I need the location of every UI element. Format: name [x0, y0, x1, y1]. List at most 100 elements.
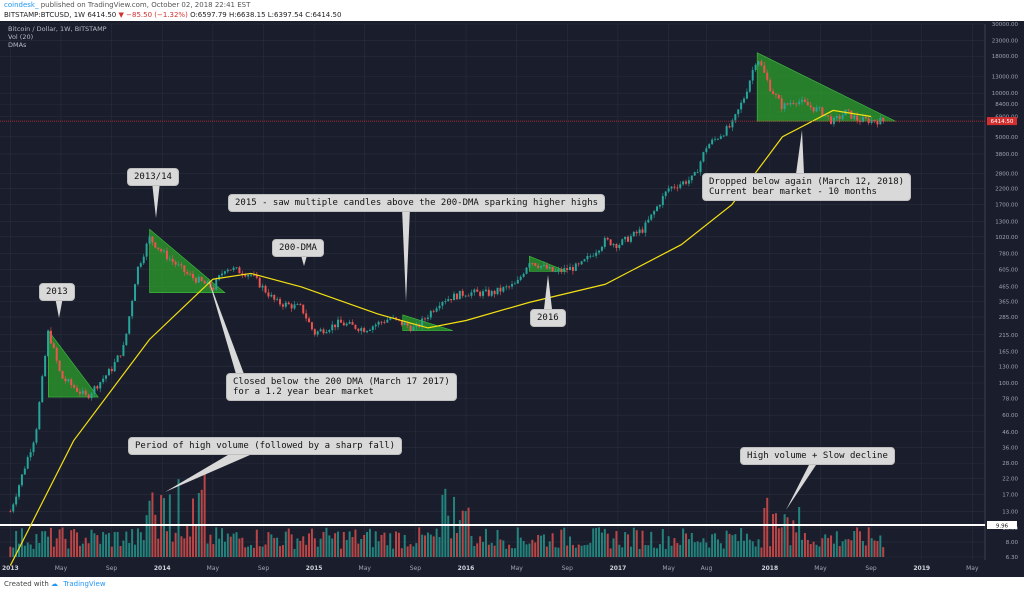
- volume-bar: [192, 498, 195, 557]
- volume-bar: [473, 546, 476, 557]
- candle-body: [9, 511, 12, 513]
- candle-body: [157, 247, 160, 250]
- volume-bar: [113, 531, 116, 557]
- volume-bar: [635, 530, 638, 557]
- volume-bar: [641, 530, 644, 557]
- candle-body: [832, 117, 835, 124]
- candle-body: [148, 236, 151, 244]
- candle-body: [502, 287, 505, 292]
- x-tick-label: Aug: [701, 565, 713, 572]
- candle-body: [305, 313, 308, 319]
- candle-body: [299, 304, 302, 306]
- volume-bar: [418, 527, 421, 557]
- highlight-triangle: [756, 52, 896, 122]
- candle-body: [714, 138, 717, 140]
- volume-threshold-badge: [987, 521, 1017, 529]
- candle-body: [200, 276, 203, 281]
- candle-body: [847, 109, 850, 111]
- volume-bar: [589, 542, 592, 557]
- candle-body: [290, 304, 293, 309]
- volume-bar: [809, 544, 812, 557]
- candle-body: [400, 320, 403, 325]
- candle-body: [360, 328, 363, 331]
- dma-legend: DMAs: [8, 41, 27, 49]
- candle-body: [424, 318, 427, 320]
- candle-body: [798, 101, 801, 104]
- volume-bar: [174, 532, 177, 557]
- volume-bar: [667, 536, 670, 557]
- candle-body: [711, 139, 714, 145]
- volume-bar: [638, 548, 641, 557]
- volume-bar: [464, 511, 467, 557]
- tradingview-brand[interactable]: TradingView: [63, 580, 106, 588]
- candle-body: [644, 222, 647, 233]
- y-tick-label: 6.30: [1006, 555, 1019, 561]
- x-tick-label: May: [359, 565, 372, 572]
- candle-body: [722, 135, 725, 137]
- candle-body: [583, 259, 586, 262]
- y-tick-label: 13.00: [1002, 509, 1018, 515]
- candle-body: [815, 107, 818, 112]
- volume-bar: [748, 539, 751, 557]
- candle-body: [809, 105, 812, 108]
- y-tick-label: 3800.00: [995, 152, 1018, 158]
- candle-body: [186, 272, 189, 274]
- volume-bar: [502, 540, 505, 557]
- volume-bar: [513, 548, 516, 557]
- volume-bar: [18, 543, 21, 557]
- volume-bar: [310, 528, 313, 557]
- volume-bar: [406, 546, 409, 557]
- candle-body: [780, 98, 783, 110]
- candle-body: [673, 186, 676, 188]
- candle-body: [76, 387, 79, 392]
- volume-bar: [49, 527, 52, 557]
- candle-body: [122, 344, 125, 356]
- volume-bar: [128, 543, 131, 557]
- author-link[interactable]: coindesk_: [4, 1, 39, 9]
- volume-bar: [696, 541, 699, 557]
- volume-bar: [519, 537, 522, 557]
- volume-bar: [687, 539, 690, 557]
- candle-body: [603, 238, 606, 247]
- callout-pointer: [165, 449, 250, 492]
- volume-bar: [566, 545, 569, 557]
- callout-pointer: [544, 275, 552, 309]
- candle-body: [734, 114, 737, 121]
- callout-pointer: [208, 278, 244, 374]
- volume-bar: [145, 515, 148, 557]
- candle-body: [792, 103, 795, 104]
- candle-body: [766, 72, 769, 80]
- volume-bar: [183, 538, 186, 557]
- volume-bar: [334, 533, 337, 557]
- candle-body: [81, 390, 84, 394]
- volume-bar: [435, 528, 438, 557]
- volume-bar: [131, 529, 134, 557]
- candle-body: [151, 236, 154, 243]
- volume-bar: [328, 535, 331, 557]
- candle-body: [867, 118, 870, 123]
- price-chart[interactable]: 30000.00 23000.00 18000.00 13000.00 10000.00…: [0, 21, 1024, 577]
- y-tick-label: 1300.00: [995, 220, 1018, 226]
- volume-bar: [786, 517, 789, 557]
- volume-bar: [281, 545, 284, 557]
- volume-bar: [774, 513, 777, 557]
- candle-body: [49, 330, 52, 344]
- candle-body: [131, 300, 134, 317]
- candle-body: [563, 268, 566, 272]
- volume-bar: [200, 489, 203, 557]
- volume-bar: [592, 528, 595, 557]
- volume-bar: [76, 532, 79, 557]
- volume-bar: [273, 538, 276, 557]
- candle-body: [627, 236, 630, 242]
- volume-bar: [296, 538, 299, 557]
- candle-body: [145, 243, 148, 257]
- candle-body: [345, 323, 348, 326]
- volume-bar: [415, 543, 418, 557]
- candle-body: [748, 80, 751, 92]
- candle-body: [58, 360, 61, 371]
- volume-bar: [699, 542, 702, 557]
- candle-body: [96, 386, 99, 389]
- publish-info: coindesk_ published on TradingView.com, …: [4, 0, 250, 10]
- volume-bar: [424, 535, 427, 557]
- candle-body: [177, 264, 180, 266]
